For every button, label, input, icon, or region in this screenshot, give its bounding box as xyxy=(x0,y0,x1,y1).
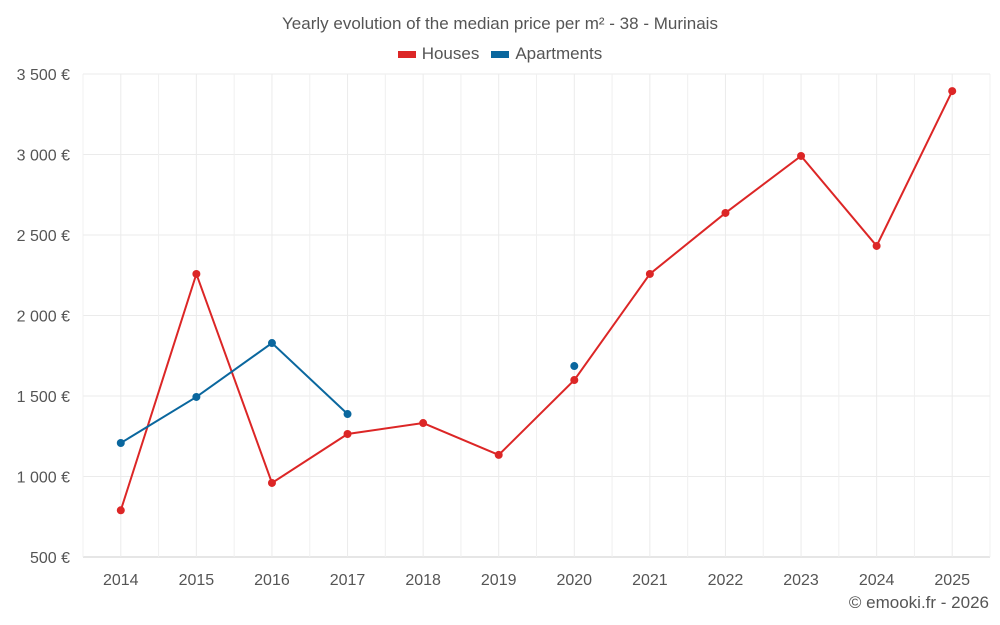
data-point-apartments xyxy=(116,439,125,448)
data-point-houses xyxy=(116,506,125,515)
data-point-houses xyxy=(797,151,806,160)
legend-item-apartments[interactable]: Apartments xyxy=(491,44,602,64)
x-tick-label: 2019 xyxy=(481,572,517,589)
data-point-apartments xyxy=(343,410,352,419)
x-tick-label: 2024 xyxy=(859,572,895,589)
data-point-apartments xyxy=(267,339,276,348)
legend-swatch-houses xyxy=(397,50,416,58)
data-point-houses xyxy=(343,429,352,438)
series-line-houses xyxy=(119,90,954,511)
y-tick-label: 1 500 € xyxy=(17,389,70,406)
data-point-houses xyxy=(721,208,730,217)
data-point-houses xyxy=(645,269,654,278)
data-point-houses xyxy=(267,478,276,487)
x-tick-label: 2015 xyxy=(179,572,215,589)
y-tick-label: 2 500 € xyxy=(17,228,70,245)
x-tick-label: 2017 xyxy=(330,572,366,589)
data-point-houses xyxy=(419,419,428,428)
x-tick-label: 2016 xyxy=(254,572,290,589)
x-tick-label: 2023 xyxy=(783,572,819,589)
data-point-apartments xyxy=(570,362,579,371)
data-point-houses xyxy=(872,241,881,250)
legend-label-houses: Houses xyxy=(421,44,480,63)
x-tick-label: 2020 xyxy=(556,572,592,589)
chart-title: Yearly evolution of the median price per… xyxy=(282,14,718,33)
copyright-credit: © emooki.fr - 2026 xyxy=(848,593,989,612)
legend-item-houses[interactable]: Houses xyxy=(397,44,480,64)
legend-swatch-apartments xyxy=(491,50,510,58)
y-tick-label: 3 000 € xyxy=(17,148,70,165)
x-tick-label: 2018 xyxy=(405,572,441,589)
legend-label-apartments: Apartments xyxy=(515,44,603,63)
y-tick-label: 2 000 € xyxy=(17,309,70,326)
data-point-houses xyxy=(494,450,503,459)
data-point-apartments xyxy=(192,392,201,401)
data-point-houses xyxy=(948,87,957,96)
y-tick-label: 500 € xyxy=(30,550,70,567)
y-tick-label: 3 500 € xyxy=(17,67,70,84)
data-point-houses xyxy=(192,269,201,278)
y-tick-label: 1 000 € xyxy=(17,470,70,487)
x-tick-label: 2014 xyxy=(103,572,139,589)
series-line-apartments xyxy=(120,341,349,444)
data-point-houses xyxy=(570,376,579,385)
chart-legend: Houses Apartments xyxy=(0,44,1000,64)
x-tick-label: 2022 xyxy=(708,572,744,589)
x-tick-label: 2021 xyxy=(632,572,668,589)
x-tick-label: 2025 xyxy=(934,572,970,589)
